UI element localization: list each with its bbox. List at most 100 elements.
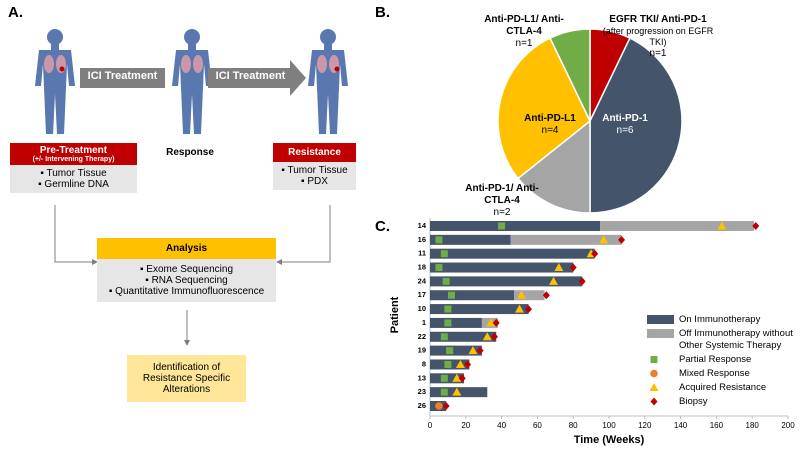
bar-segment	[430, 276, 583, 287]
slice-label: EGFR TKI/ Anti-PD-1 (after progression on…	[598, 14, 718, 60]
box-item: Germline DNA	[10, 179, 137, 190]
box-item: RNA Sequencing	[97, 275, 276, 286]
box-title: Analysis	[97, 238, 276, 259]
marker-diamond	[618, 235, 626, 244]
panel-label: C.	[375, 218, 390, 235]
pie-slice	[497, 37, 591, 180]
slice-name: Anti-PD-L1/ Anti-CTLA-4	[484, 14, 564, 37]
box-item: Exome Sequencing	[97, 264, 276, 275]
y-tick-label: 19	[418, 346, 426, 355]
marker-square	[435, 264, 443, 272]
slice-value: n=4	[541, 125, 559, 136]
marker-triangle	[599, 235, 609, 244]
bar-segment	[430, 331, 497, 342]
box-item: PDX	[273, 176, 356, 187]
legend-item: Off Immunotherapy without Other Systemic…	[646, 328, 796, 352]
y-tick-label: 26	[418, 401, 426, 410]
marker-diamond	[490, 332, 498, 341]
marker-triangle	[455, 359, 465, 368]
marker-diamond	[458, 374, 466, 383]
marker-square	[650, 356, 658, 363]
marker-circle	[435, 402, 443, 410]
marker-circle	[650, 369, 658, 378]
bar-segment	[430, 221, 601, 231]
bar-segment	[600, 221, 754, 231]
resistance-box: Resistance Tumor Tissue PDX	[273, 143, 356, 190]
bar-segment	[430, 290, 515, 301]
x-axis-title: Time (Weeks)	[574, 434, 645, 446]
legend-label: On Immunotherapy	[679, 314, 761, 325]
legend-swatch	[647, 315, 674, 324]
arrow-label: ICI Treatment	[87, 70, 158, 82]
arrowhead	[276, 259, 282, 265]
y-tick-label: 1	[422, 318, 426, 327]
y-tick-label: 14	[418, 221, 427, 230]
marker-square	[440, 374, 448, 382]
legend-label: Off Immunotherapy without Other Systemic…	[679, 328, 793, 351]
slice-value: n=1	[515, 38, 533, 49]
legend-swatch	[647, 329, 674, 338]
marker-triangle	[486, 318, 496, 327]
marker-square	[435, 236, 443, 244]
x-tick-label: 200	[781, 421, 795, 430]
legend: On Immunotherapy Off Immunotherapy withou…	[646, 314, 796, 410]
legend-item: Partial Response	[646, 354, 796, 366]
box-title: Pre-Treatment	[39, 145, 108, 156]
marker-diamond	[569, 263, 577, 272]
legend-bar	[647, 315, 674, 324]
marker-diamond	[542, 291, 550, 300]
legend-label: Biopsy	[679, 396, 708, 407]
y-tick-label: 10	[418, 304, 426, 313]
x-tick-label: 0	[428, 421, 433, 430]
y-tick-label: 8	[422, 359, 426, 368]
legend-label: Partial Response	[679, 354, 752, 365]
marker-triangle	[554, 263, 564, 272]
marker-triangle	[482, 332, 492, 341]
diagram-graphics	[35, 29, 348, 346]
marker-square	[440, 333, 448, 341]
legend-swatch	[650, 369, 658, 378]
bar-segment	[430, 345, 482, 356]
x-tick-label: 160	[710, 421, 724, 430]
marker-square	[440, 250, 448, 258]
y-tick-label: 17	[418, 290, 426, 299]
y-tick-label: 11	[418, 249, 426, 258]
slice-value: n=2	[493, 207, 511, 218]
x-tick-label: 40	[497, 421, 506, 430]
tumor-dot	[59, 66, 65, 72]
legend-bar	[647, 329, 674, 338]
box-subtitle: (+/- Intervening Therapy)	[32, 156, 115, 163]
slice-name: Anti-PD-1	[602, 113, 648, 124]
x-tick-label: 180	[746, 421, 760, 430]
bar-segment	[430, 262, 574, 273]
marker-diamond	[476, 346, 484, 355]
box-item: Tumor Tissue	[10, 168, 137, 179]
x-tick-label: 100	[602, 421, 616, 430]
analysis-box: Analysis Exome Sequencing RNA Sequencing…	[97, 238, 276, 302]
legend-item: Mixed Response	[646, 368, 796, 380]
slice-name: Anti-PD-1/ Anti-CTLA-4	[465, 183, 539, 206]
x-tick-label: 80	[569, 421, 578, 430]
slice-label: Anti-PD-L1/ Anti-CTLA-4 n=1	[484, 14, 564, 50]
connector	[54, 205, 92, 263]
marker-triangle	[717, 221, 727, 230]
slice-name: EGFR TKI/ Anti-PD-1	[609, 14, 707, 25]
bar-segment	[430, 234, 511, 245]
y-axis-title: Patient	[389, 296, 401, 333]
marker-square	[444, 305, 452, 313]
tumor-dot	[334, 66, 340, 72]
marker-triangle	[516, 290, 526, 299]
marker-triangle	[468, 346, 478, 355]
response-label: Response	[166, 147, 214, 158]
marker-diamond	[650, 397, 658, 406]
panel-label: A.	[8, 4, 23, 21]
marker-square	[440, 388, 448, 396]
marker-triangle	[649, 383, 659, 391]
y-tick-label: 22	[418, 332, 426, 341]
marker-diamond	[524, 305, 532, 314]
marker-diamond	[492, 318, 500, 327]
legend-item: Acquired Resistance	[646, 382, 796, 394]
x-tick-label: 140	[674, 421, 688, 430]
marker-diamond	[578, 277, 586, 286]
